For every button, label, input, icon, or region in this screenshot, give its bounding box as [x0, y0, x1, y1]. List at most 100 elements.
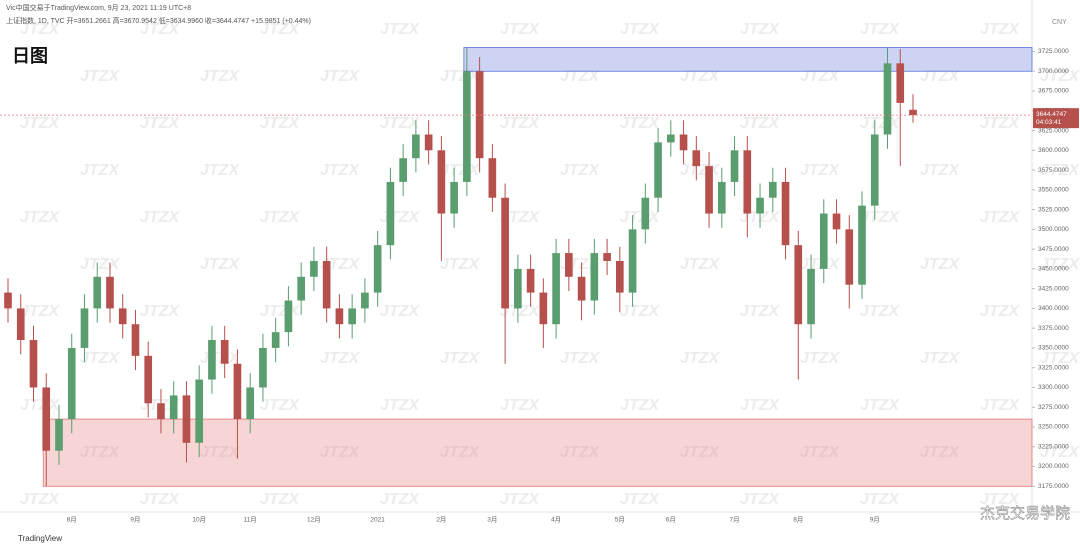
candle-body — [819, 213, 828, 269]
candle-body — [577, 276, 586, 301]
watermark: JTZX — [500, 209, 540, 226]
candle-body — [679, 134, 688, 151]
candle-body — [42, 387, 51, 451]
watermark: JTZX — [200, 68, 240, 85]
header: Vic中国交易于TradingView.com, 9月 23, 2021 11:… — [6, 3, 191, 12]
candle-body — [361, 292, 369, 309]
watermark: JTZX — [380, 397, 420, 414]
candle-body — [526, 268, 535, 293]
watermark: JTZX — [440, 162, 480, 179]
countdown: 04:03:41 — [1036, 119, 1062, 126]
candle-body — [768, 181, 777, 198]
watermark: JTZX — [80, 256, 120, 273]
watermark: JTZX — [620, 397, 660, 414]
watermark: JTZX — [20, 397, 60, 414]
candle-body — [16, 308, 25, 341]
candle-body — [424, 134, 433, 151]
watermark: JTZX — [500, 397, 540, 414]
candle-body — [794, 245, 803, 325]
y-tick-label: 3575.0000 — [1038, 167, 1069, 174]
watermark: JTZX — [440, 444, 480, 461]
watermark: JTZX — [260, 303, 300, 320]
x-tick-label: 7月 — [729, 516, 739, 524]
watermark: JTZX — [80, 444, 120, 461]
x-tick-label: 9月 — [870, 516, 880, 524]
watermark: JTZX — [980, 115, 1020, 132]
watermark: JTZX — [140, 21, 180, 38]
y-tick-label: 3225.0000 — [1038, 443, 1069, 450]
watermark: JTZX — [620, 303, 660, 320]
y-tick-label: 3400.0000 — [1038, 305, 1069, 312]
watermark: JTZX — [500, 303, 540, 320]
candle-body — [475, 71, 484, 159]
watermark: JTZX — [260, 21, 300, 38]
watermark: JTZX — [860, 21, 900, 38]
watermark: JTZX — [740, 21, 780, 38]
watermark: JTZX — [1040, 256, 1080, 273]
watermark: JTZX — [20, 209, 60, 226]
watermark: JTZX — [140, 115, 180, 132]
watermark: JTZX — [20, 491, 60, 508]
y-tick-label: 3625.0000 — [1038, 127, 1069, 134]
watermark: JTZX — [20, 21, 60, 38]
watermark: JTZX — [80, 162, 120, 179]
x-tick-label: 3月 — [487, 516, 497, 524]
watermark: JTZX — [560, 350, 600, 367]
y-tick-label: 3675.0000 — [1038, 88, 1069, 95]
y-tick-label: 3550.0000 — [1038, 187, 1069, 194]
candle-body — [412, 134, 420, 159]
watermark: JTZX — [140, 491, 180, 508]
watermark: JTZX — [20, 303, 60, 320]
watermark: JTZX — [620, 21, 660, 38]
candle-body — [335, 308, 344, 325]
watermark: JTZX — [920, 350, 960, 367]
candle-body — [67, 347, 76, 420]
candle-body — [169, 395, 178, 420]
currency: CNY — [1052, 19, 1067, 26]
watermark: JTZX — [200, 256, 240, 273]
candle-body — [603, 253, 611, 261]
candle-body — [233, 363, 242, 420]
x-tick-label: 12月 — [307, 516, 321, 524]
candle-body — [730, 150, 739, 182]
watermark: JTZX — [740, 397, 780, 414]
candle-body — [437, 150, 446, 214]
candle-body — [590, 253, 599, 301]
candle-body — [628, 229, 637, 293]
candle-body — [756, 197, 764, 214]
watermark: JTZX — [560, 162, 600, 179]
watermark: JTZX — [920, 68, 960, 85]
candle-body — [883, 63, 892, 135]
watermark: JTZX — [680, 350, 720, 367]
watermark: JTZX — [500, 21, 540, 38]
candle-body — [450, 181, 458, 214]
candle-body — [463, 71, 471, 182]
y-tick-label: 3350.0000 — [1038, 345, 1069, 352]
watermark: JTZX — [320, 162, 360, 179]
watermark: JTZX — [560, 68, 600, 85]
candle-body — [386, 181, 395, 246]
watermark: JTZX — [620, 209, 660, 226]
candle-body — [781, 181, 790, 246]
watermark: JTZX — [260, 397, 300, 414]
price-label-bg — [1033, 108, 1079, 129]
candle-body — [514, 268, 522, 309]
watermark: JTZX — [980, 303, 1020, 320]
watermark: JTZX — [1040, 444, 1080, 461]
candle-body — [399, 158, 407, 182]
watermark: JTZX — [980, 21, 1020, 38]
candle-body — [501, 197, 509, 309]
candle-body — [717, 181, 726, 214]
candle-body — [144, 355, 153, 404]
candle-body — [692, 150, 701, 167]
candle-body — [552, 253, 560, 325]
y-tick-label: 3425.0000 — [1038, 285, 1069, 292]
watermark: JTZX — [680, 68, 720, 85]
watermark: JTZX — [740, 491, 780, 508]
candle-body — [259, 347, 267, 388]
watermark: JTZX — [980, 397, 1020, 414]
watermark: JTZX — [680, 162, 720, 179]
y-tick-label: 3275.0000 — [1038, 404, 1069, 411]
watermark: JTZX — [920, 444, 960, 461]
